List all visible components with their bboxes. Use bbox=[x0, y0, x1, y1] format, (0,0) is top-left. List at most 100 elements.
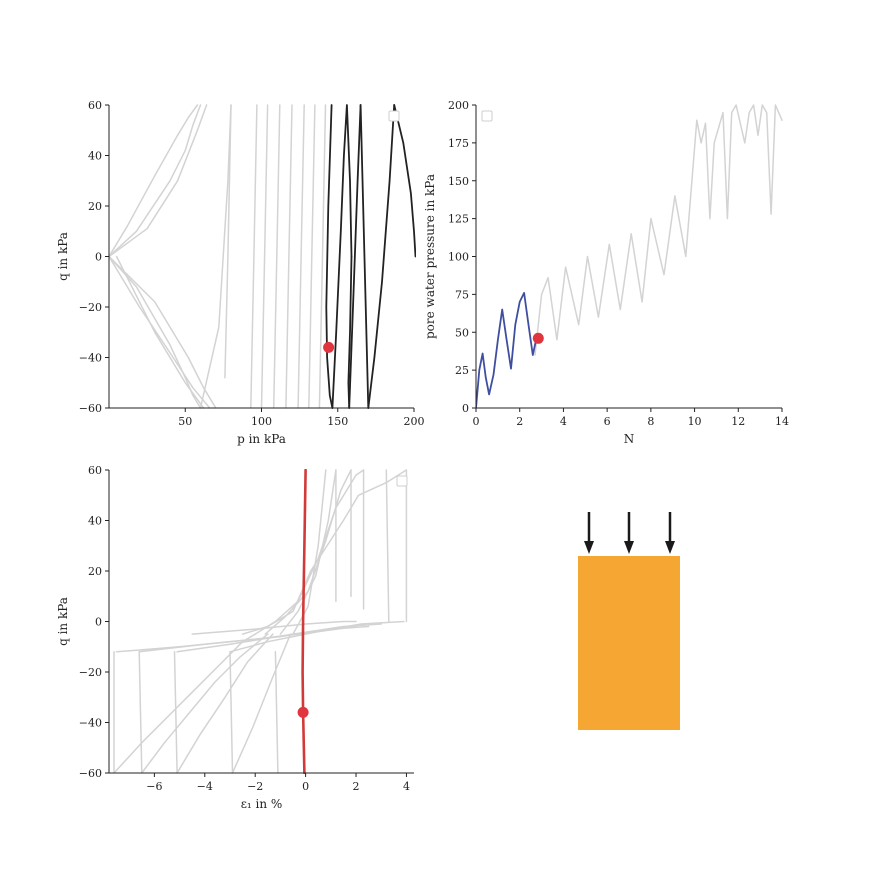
series-line-history bbox=[109, 104, 202, 258]
y-tick-label: 20 bbox=[88, 565, 102, 578]
y-tick-label: 40 bbox=[88, 515, 102, 528]
y-tick-label: 125 bbox=[448, 213, 469, 226]
legend-box bbox=[396, 475, 408, 487]
x-tick-label: 2 bbox=[516, 415, 523, 428]
y-axis-label: q in kPa bbox=[56, 597, 70, 646]
series-line-history bbox=[318, 104, 327, 409]
series-line-history bbox=[113, 633, 256, 774]
series-line-history bbox=[272, 104, 281, 409]
current-state-marker bbox=[297, 706, 309, 718]
series-line-history bbox=[264, 469, 352, 635]
chart-p-q: 50 100 150 200 −60 −40 −20 0 20 40 60 p in kPa q in … bbox=[56, 99, 425, 446]
series-line-history bbox=[308, 104, 316, 409]
series-line-history bbox=[109, 255, 202, 409]
y-tick-label: 100 bbox=[448, 251, 469, 264]
series-line-current bbox=[325, 104, 334, 409]
y-tick-label: 75 bbox=[455, 288, 469, 301]
series-line-current bbox=[301, 469, 307, 774]
x-tick-label: 0 bbox=[302, 780, 309, 793]
y-tick-label: 60 bbox=[88, 99, 102, 112]
series-line-current bbox=[476, 291, 540, 409]
x-tick-label: 100 bbox=[251, 415, 272, 428]
series-line-current bbox=[367, 104, 396, 409]
x-tick-label: 0 bbox=[473, 415, 480, 428]
series-line-history bbox=[191, 620, 357, 635]
series-line-history bbox=[109, 104, 199, 258]
series-line-history bbox=[285, 104, 293, 409]
series-line-history bbox=[241, 469, 408, 635]
load-arrow-head bbox=[584, 541, 594, 554]
series-line-history bbox=[250, 104, 258, 409]
series-line-history bbox=[199, 104, 232, 409]
series-line-history bbox=[176, 633, 274, 774]
specimen-scene bbox=[578, 512, 680, 730]
y-tick-label: 60 bbox=[88, 464, 102, 477]
x-tick-label: 150 bbox=[327, 415, 348, 428]
x-tick-label: 10 bbox=[688, 415, 702, 428]
x-tick-label: 4 bbox=[403, 780, 410, 793]
y-tick-label: 175 bbox=[448, 137, 469, 150]
x-tick-label: 12 bbox=[731, 415, 745, 428]
x-tick-label: −6 bbox=[146, 780, 162, 793]
current-state-marker bbox=[532, 332, 544, 344]
series-line-current bbox=[331, 104, 353, 409]
series-line-current bbox=[393, 104, 416, 258]
plot-area bbox=[113, 469, 408, 774]
y-axis-label: q in kPa bbox=[56, 232, 70, 281]
y-tick-label: 0 bbox=[462, 402, 469, 415]
series-line-history bbox=[229, 620, 405, 653]
x-tick-label: −4 bbox=[197, 780, 213, 793]
series-line-history bbox=[297, 104, 305, 409]
x-tick-label: 6 bbox=[604, 415, 611, 428]
series-line-history bbox=[534, 104, 783, 356]
x-tick-label: 200 bbox=[404, 415, 425, 428]
y-tick-label: −60 bbox=[79, 402, 102, 415]
series-line-history bbox=[229, 651, 234, 774]
x-axis-label: N bbox=[624, 432, 635, 446]
series-line-history bbox=[141, 633, 269, 774]
series-line-history bbox=[385, 469, 390, 623]
y-tick-label: 200 bbox=[448, 99, 469, 112]
y-tick-label: 40 bbox=[88, 150, 102, 163]
y-tick-label: −20 bbox=[79, 666, 102, 679]
y-tick-label: 0 bbox=[95, 251, 102, 264]
x-tick-label: 8 bbox=[647, 415, 654, 428]
x-tick-label: 2 bbox=[353, 780, 360, 793]
series-line-history bbox=[109, 255, 217, 409]
series-line-current bbox=[359, 104, 370, 409]
load-arrow-head bbox=[624, 541, 634, 554]
soil-specimen bbox=[578, 556, 680, 730]
y-tick-label: −40 bbox=[79, 717, 102, 730]
series-line-history bbox=[231, 633, 292, 774]
x-tick-label: 50 bbox=[178, 415, 192, 428]
y-tick-label: −60 bbox=[79, 767, 102, 780]
series-line-history bbox=[292, 469, 327, 635]
y-axis-label: pore water pressure in kPa bbox=[423, 174, 437, 339]
series-line-history bbox=[224, 104, 232, 379]
x-axis-label: ε₁ in % bbox=[241, 797, 283, 811]
series-line-history bbox=[115, 255, 205, 409]
x-tick-label: 14 bbox=[775, 415, 789, 428]
x-tick-label: −2 bbox=[247, 780, 263, 793]
x-tick-label: 4 bbox=[560, 415, 567, 428]
y-tick-label: −20 bbox=[79, 301, 102, 314]
series-line-history bbox=[260, 104, 269, 409]
y-tick-label: 0 bbox=[95, 616, 102, 629]
y-tick-label: 25 bbox=[455, 364, 469, 377]
legend-box bbox=[481, 110, 493, 122]
series-line-history bbox=[138, 651, 143, 774]
series-line-current bbox=[348, 104, 362, 409]
series-line-history bbox=[109, 104, 208, 258]
y-tick-label: −40 bbox=[79, 352, 102, 365]
series-line-history bbox=[109, 255, 211, 409]
current-state-marker bbox=[323, 341, 335, 353]
x-axis-label: p in kPa bbox=[237, 432, 286, 446]
series-line-history bbox=[274, 651, 279, 774]
plot-area bbox=[476, 104, 783, 409]
y-tick-label: 150 bbox=[448, 175, 469, 188]
plot-area bbox=[109, 104, 416, 409]
series-line-history bbox=[254, 469, 365, 635]
